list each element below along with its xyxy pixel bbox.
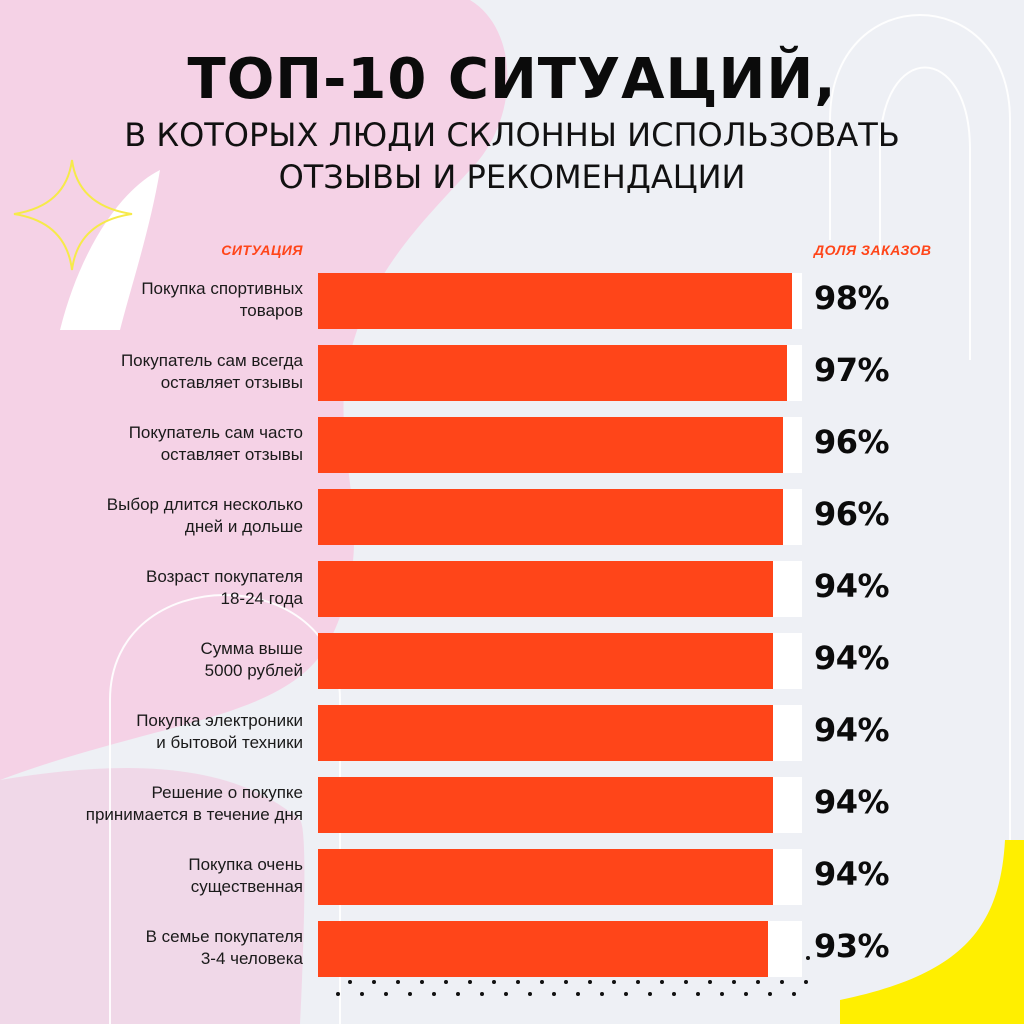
bar — [318, 273, 792, 329]
pink-arch-shape — [0, 768, 305, 1024]
bar-track — [318, 561, 802, 617]
category-label: Покупка электроники и бытовой техники — [136, 711, 303, 752]
bar-track — [318, 633, 802, 689]
bar-track — [318, 705, 802, 761]
bar-row: Решение о покупке принимается в течение … — [0, 777, 1024, 833]
category-label: Выбор длится несколько дней и дольше — [106, 495, 303, 536]
yellow-corner-shape — [840, 840, 1024, 1024]
value-label: 96% — [814, 495, 890, 533]
value-label: 97% — [814, 351, 890, 389]
bar — [318, 633, 773, 689]
value-label: 94% — [814, 783, 890, 821]
white-lamp-shape — [60, 170, 160, 330]
bar-track — [318, 417, 802, 473]
chart-subtitle: В КОТОРЫХ ЛЮДИ СКЛОННЫ ИСПОЛЬЗОВАТЬ ОТЗЫ… — [124, 116, 900, 196]
bar-track — [318, 849, 802, 905]
bar-track — [318, 345, 802, 401]
value-label: 94% — [814, 711, 890, 749]
white-arch-lines-right — [829, 14, 1011, 1024]
sparkle-icon — [13, 159, 133, 271]
pink-blob-shape — [0, 0, 508, 780]
value-column-header: ДОЛЯ ЗАКАЗОВ — [814, 242, 932, 258]
bar — [318, 417, 783, 473]
bar — [318, 705, 773, 761]
bar — [318, 777, 773, 833]
white-arch-lines-inner — [879, 66, 971, 360]
bar-row: Выбор длится несколько дней и дольше 96% — [0, 489, 1024, 545]
bar — [318, 849, 773, 905]
bar-track — [318, 273, 802, 329]
bar-row: Покупка электроники и бытовой техники 94% — [0, 705, 1024, 761]
value-label: 94% — [814, 855, 890, 893]
bar-track — [318, 921, 802, 977]
bar — [318, 489, 783, 545]
category-label: Сумма выше 5000 рублей — [200, 639, 303, 680]
bar-row: Покупка спортивных товаров 98% — [0, 273, 1024, 329]
bar-row: Возраст покупателя 18-24 года 94% — [0, 561, 1024, 617]
bar-row: Покупатель сам часто оставляет отзывы 96% — [0, 417, 1024, 473]
bar — [318, 561, 773, 617]
value-label: 98% — [814, 279, 890, 317]
bar — [318, 921, 768, 977]
category-column-header: СИТУАЦИЯ — [221, 242, 303, 258]
bar-track — [318, 489, 802, 545]
chart-title: ТОП-10 СИТУАЦИЙ, — [187, 47, 837, 112]
bar-row: Покупка очень существенная 94% — [0, 849, 1024, 905]
bar-row: Покупатель сам всегда оставляет отзывы 97… — [0, 345, 1024, 401]
category-label: Покупка спортивных товаров — [141, 279, 303, 320]
category-label: Возраст покупателя 18-24 года — [145, 567, 303, 608]
value-label: 93% — [814, 927, 890, 965]
category-label: В семье покупателя 3-4 человека — [145, 927, 303, 968]
category-label: Покупатель сам всегда оставляет отзывы — [120, 351, 303, 392]
value-label: 94% — [814, 639, 890, 677]
value-label: 96% — [814, 423, 890, 461]
category-label: Покупка очень существенная — [188, 855, 303, 896]
value-label: 94% — [814, 567, 890, 605]
bar-row: Сумма выше 5000 рублей 94% — [0, 633, 1024, 689]
bar-row: В семье покупателя 3-4 человека 93% — [0, 921, 1024, 977]
category-label: Решение о покупке принимается в течение … — [85, 783, 303, 824]
bar-track — [318, 777, 802, 833]
bar — [318, 345, 787, 401]
category-label: Покупатель сам часто оставляет отзывы — [128, 423, 303, 464]
